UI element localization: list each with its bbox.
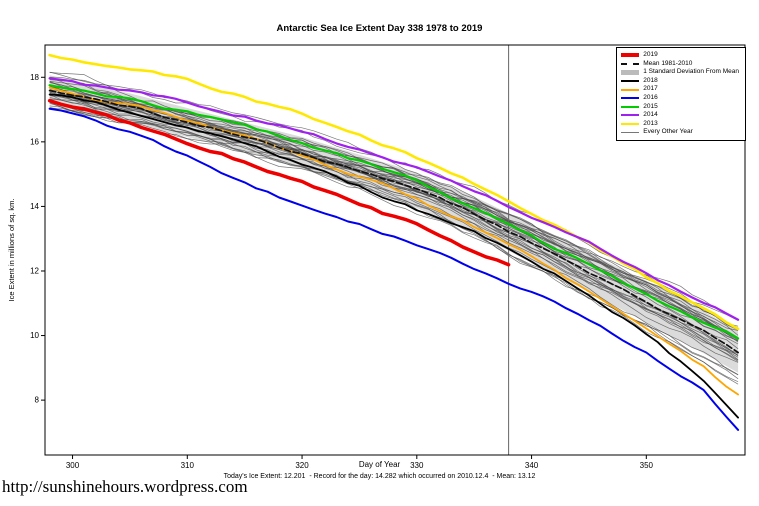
plot-lines [47, 45, 740, 455]
year-line [49, 107, 739, 331]
legend-label-2014: 2014 [643, 111, 658, 119]
legend-item-2014: 2014 [621, 111, 739, 120]
chart-title: Antarctic Sea Ice Extent Day 338 1978 to… [276, 23, 483, 34]
x-tick-label: 350 [640, 461, 654, 470]
year-line [49, 101, 739, 321]
legend-swatch-2015 [621, 105, 640, 108]
series-2014-line [48, 77, 740, 321]
legend-label-other: Every Other Year [643, 128, 693, 136]
y-axis-label: Ice Extent in millions of sq. km. [7, 199, 16, 302]
legend-item-other: Every Other Year [621, 128, 739, 137]
legend-item-stddev: 1 Standard Deviation From Mean [621, 68, 739, 77]
legend-swatch-2018 [621, 80, 640, 83]
year-line [49, 76, 739, 341]
year-line [49, 106, 739, 340]
legend-label-2018: 2018 [643, 76, 658, 84]
series-2017-line [48, 86, 739, 396]
year-line [49, 86, 739, 342]
x-tick-label: 320 [295, 461, 309, 470]
legend-label-2013: 2013 [643, 119, 658, 127]
legend-label-mean: Mean 1981-2010 [643, 59, 693, 67]
y-tick-label: 16 [30, 137, 39, 146]
year-line [49, 95, 739, 380]
legend-item-2018: 2018 [621, 77, 739, 86]
legend-item-2017: 2017 [621, 85, 739, 94]
legend-item-2013: 2013 [621, 120, 739, 129]
legend-label-2019: 2019 [643, 51, 658, 58]
footer-caption: Today's Ice Extent: 12.201 - Record for … [223, 473, 536, 480]
legend-item-2015: 2015 [621, 103, 739, 112]
x-tick-label: 330 [410, 461, 424, 470]
series-2013-line [48, 53, 740, 331]
year-line [49, 88, 739, 383]
legend-item-2019: 2019 [621, 51, 739, 60]
legend-swatch-2014 [621, 114, 640, 117]
legend-swatch-2019 [621, 53, 640, 58]
legend-label-2016: 2016 [643, 93, 658, 101]
legend-swatch-2017 [621, 88, 640, 91]
series-mean-1981-2010-line [48, 89, 739, 354]
legend-swatch-mean [621, 62, 640, 65]
x-tick-label: 310 [181, 461, 195, 470]
x-tick-label: 340 [525, 461, 539, 470]
legend-swatch-2013 [621, 123, 640, 126]
series-2015-line [48, 84, 740, 340]
y-tick-label: 18 [30, 73, 39, 82]
source-url-text: http://sunshinehours.wordpress.com [2, 477, 248, 496]
legend-label-2017: 2017 [643, 85, 658, 93]
x-axis-label: Day of Year [358, 460, 401, 469]
plot-border [44, 44, 746, 456]
legend-item-2016: 2016 [621, 94, 739, 103]
legend-swatch-stddev [621, 69, 640, 75]
series-2016-line [48, 107, 740, 431]
y-tick-label: 12 [30, 266, 39, 275]
legend-label-stddev: 1 Standard Deviation From Mean [643, 68, 739, 76]
year-line [49, 100, 739, 375]
x-tick-label: 300 [66, 461, 80, 470]
y-tick-label: 14 [30, 202, 39, 211]
series-2019-line [47, 98, 511, 267]
legend-item-mean: Mean 1981-2010 [621, 60, 739, 69]
series-2018-line [48, 93, 739, 419]
year-line [49, 72, 739, 340]
legend-label-2015: 2015 [643, 102, 658, 110]
y-tick-label: 10 [30, 331, 39, 340]
y-tick-label: 8 [35, 396, 40, 405]
year-line [49, 105, 739, 356]
chart-legend: 2019 Mean 1981-2010 1 Standard Deviation F… [616, 47, 746, 141]
legend-swatch-2016 [621, 97, 640, 100]
legend-swatch-other [621, 132, 640, 134]
